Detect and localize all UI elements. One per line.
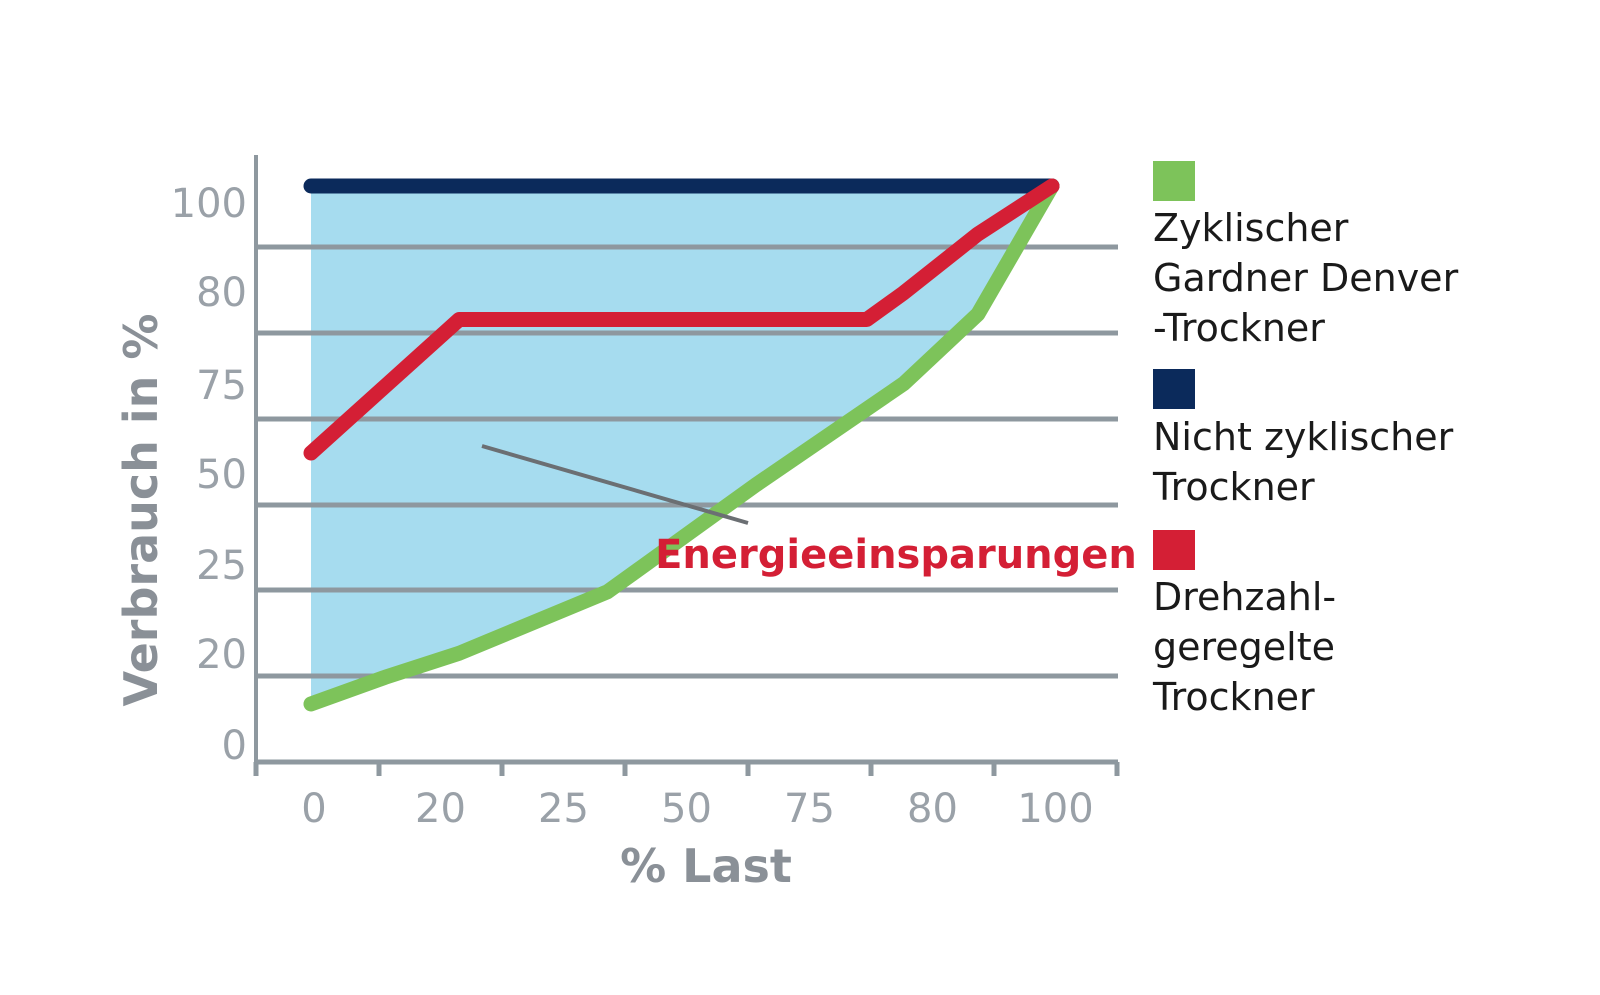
x-axis-title: % Last — [620, 839, 792, 893]
legend-label-1-1: Trockner — [1152, 465, 1315, 509]
legend-label-0-1: Gardner Denver — [1153, 256, 1459, 300]
annotation-label: Energieeinsparungen — [655, 532, 1137, 578]
legend: Zyklischer Gardner Denver -Trockner Nicht z… — [1152, 161, 1459, 719]
legend-label-0-0: Zyklischer — [1153, 206, 1349, 250]
annotation-pointer — [481, 444, 749, 525]
x-tick-label-0: 0 — [301, 786, 326, 832]
annotation-layer: Energieeinsparungen — [481, 444, 1137, 578]
y-tick-label-0: 0 — [222, 723, 247, 769]
x-tick-label-75: 75 — [784, 786, 835, 832]
y-tick-label-75: 75 — [196, 363, 247, 409]
y-tick-label-80: 80 — [196, 270, 247, 316]
legend-label-2-1: geregelte — [1153, 625, 1335, 669]
y-axis-title: Verbrauch in % — [114, 313, 168, 706]
x-tick-label-20: 20 — [415, 786, 466, 832]
legend-label-2-2: Trockner — [1152, 675, 1315, 719]
legend-swatch-0 — [1153, 161, 1195, 201]
x-tick-label-100: 100 — [1017, 786, 1093, 832]
series-layer — [303, 178, 1060, 712]
axis-layer: 0 20 25 50 75 80 100 0 20 25 50 75 80 100 % Last Verbra… — [114, 155, 1120, 893]
y-tick-label-50: 50 — [196, 452, 247, 498]
x-tick-label-80: 80 — [907, 786, 958, 832]
series-line-2 — [303, 178, 1060, 461]
y-tick-label-25: 25 — [196, 543, 247, 589]
legend-swatch-1 — [1153, 369, 1195, 409]
x-tick-label-50: 50 — [661, 786, 712, 832]
legend-label-2-0: Drehzahl- — [1153, 575, 1336, 619]
series-line-0 — [303, 178, 1060, 712]
legend-swatch-2 — [1153, 530, 1195, 570]
y-tick-label-100: 100 — [171, 181, 247, 227]
legend-label-1-0: Nicht zyklischer — [1153, 415, 1454, 459]
y-tick-label-20: 20 — [196, 632, 247, 678]
x-tick-label-25: 25 — [538, 786, 589, 832]
legend-label-0-2: -Trockner — [1153, 306, 1325, 350]
